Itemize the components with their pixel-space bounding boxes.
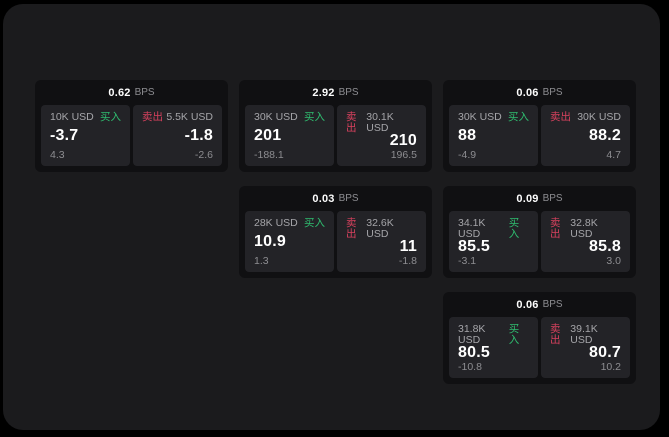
buy-amount: 30K USD: [254, 111, 298, 123]
sell-tile[interactable]: 卖出 32.8K USD 85.8 3.0: [541, 211, 630, 272]
buy-amount: 10K USD: [50, 111, 94, 123]
quote-cards-grid: 0.62 BPS 10K USD 买入 -3.7 4.3 卖出 5.5K USD: [35, 80, 636, 384]
sell-price: -1.8: [184, 127, 213, 144]
sell-change: 10.2: [600, 360, 621, 373]
buy-price: 201: [254, 127, 282, 144]
sell-change: -2.6: [194, 148, 213, 161]
bps-value: 0.62: [108, 86, 131, 99]
sell-change: 3.0: [606, 254, 621, 267]
sell-price: 11: [399, 238, 417, 256]
sell-amount: 32.8K USD: [570, 217, 598, 240]
buy-tile[interactable]: 31.8K USD 买入 80.5 -10.8: [449, 317, 538, 378]
quote-tiles: 34.1K USD 买入 85.5 -3.1 卖出 32.8K USD 85.8…: [449, 211, 630, 272]
buy-price: 10.9: [254, 233, 286, 250]
bps-value: 2.92: [312, 86, 335, 99]
buy-price: 88: [458, 127, 477, 144]
sell-price: 85.8: [589, 238, 621, 256]
buy-tile[interactable]: 30K USD 买入 88 -4.9: [449, 105, 538, 166]
buy-amount: 28K USD: [254, 217, 298, 229]
sell-tile[interactable]: 卖出 30K USD 88.2 4.7: [541, 105, 630, 166]
sell-side-label: 卖出: [142, 111, 163, 123]
quote-tiles: 31.8K USD 买入 80.5 -10.8 卖出 39.1K USD 80.…: [449, 317, 630, 378]
bps-header: 0.06 BPS: [443, 80, 636, 105]
sell-tile[interactable]: 卖出 5.5K USD -1.8 -2.6: [133, 105, 222, 166]
sell-side-label: 卖出: [550, 217, 561, 240]
buy-tile[interactable]: 34.1K USD 买入 85.5 -3.1: [449, 211, 538, 272]
bps-unit-label: BPS: [542, 299, 563, 310]
quote-card: 0.09 BPS 34.1K USD 买入 85.5 -3.1 卖出 32.8K…: [443, 186, 636, 278]
quote-card: 0.62 BPS 10K USD 买入 -3.7 4.3 卖出 5.5K USD: [35, 80, 228, 172]
app-panel: 0.62 BPS 10K USD 买入 -3.7 4.3 卖出 5.5K USD: [3, 4, 660, 430]
buy-tile[interactable]: 10K USD 买入 -3.7 4.3: [41, 105, 130, 166]
buy-side-label: 买入: [304, 217, 325, 229]
buy-change: 1.3: [254, 254, 269, 267]
quote-tiles: 30K USD 买入 88 -4.9 卖出 30K USD 88.2 4.7: [449, 105, 630, 166]
quote-card: 2.92 BPS 30K USD 买入 201 -188.1 卖出 30.1K …: [239, 80, 432, 172]
buy-tile[interactable]: 30K USD 买入 201 -188.1: [245, 105, 334, 166]
bps-value: 0.03: [312, 192, 335, 205]
bps-header: 0.09 BPS: [443, 186, 636, 211]
buy-change: 4.3: [50, 148, 65, 161]
bps-unit-label: BPS: [542, 87, 563, 98]
bps-header: 2.92 BPS: [239, 80, 432, 105]
sell-amount: 5.5K USD: [166, 111, 213, 123]
sell-change: -1.8: [398, 254, 417, 267]
buy-side-label: 买入: [508, 111, 529, 123]
quote-tiles: 28K USD 买入 10.9 1.3 卖出 32.6K USD 11 -1.8: [245, 211, 426, 272]
sell-price: 80.7: [589, 344, 621, 362]
buy-side-label: 买入: [508, 217, 520, 240]
bps-value: 0.06: [516, 86, 539, 99]
buy-price: -3.7: [50, 127, 79, 144]
bps-unit-label: BPS: [542, 193, 563, 204]
sell-amount: 30.1K USD: [366, 111, 394, 134]
bps-unit-label: BPS: [338, 87, 359, 98]
buy-change: -3.1: [458, 254, 477, 267]
buy-tile[interactable]: 28K USD 买入 10.9 1.3: [245, 211, 334, 272]
buy-side-label: 买入: [100, 111, 121, 123]
sell-side-label: 卖出: [346, 111, 357, 134]
sell-change: 4.7: [606, 148, 621, 161]
buy-change: -188.1: [254, 148, 284, 161]
sell-tile[interactable]: 卖出 32.6K USD 11 -1.8: [337, 211, 426, 272]
buy-side-label: 买入: [508, 323, 520, 346]
buy-amount: 34.1K USD: [458, 217, 486, 240]
bps-header: 0.06 BPS: [443, 292, 636, 317]
bps-header: 0.03 BPS: [239, 186, 432, 211]
buy-side-label: 买入: [304, 111, 325, 123]
sell-tile[interactable]: 卖出 39.1K USD 80.7 10.2: [541, 317, 630, 378]
sell-amount: 39.1K USD: [570, 323, 598, 346]
buy-amount: 31.8K USD: [458, 323, 486, 346]
buy-price: 80.5: [458, 344, 490, 362]
sell-price: 88.2: [589, 127, 621, 144]
quote-tiles: 10K USD 买入 -3.7 4.3 卖出 5.5K USD -1.8 -2.…: [41, 105, 222, 166]
quote-card: 0.06 BPS 31.8K USD 买入 80.5 -10.8 卖出 39.1…: [443, 292, 636, 384]
sell-price: 210: [389, 132, 417, 150]
bps-value: 0.06: [516, 298, 539, 311]
quote-card: 0.06 BPS 30K USD 买入 88 -4.9 卖出 30K USD: [443, 80, 636, 172]
quote-tiles: 30K USD 买入 201 -188.1 卖出 30.1K USD 210 1…: [245, 105, 426, 166]
sell-amount: 32.6K USD: [366, 217, 394, 240]
buy-change: -10.8: [458, 360, 482, 373]
sell-tile[interactable]: 卖出 30.1K USD 210 196.5: [337, 105, 426, 166]
bps-header: 0.62 BPS: [35, 80, 228, 105]
sell-side-label: 卖出: [550, 323, 561, 346]
buy-amount: 30K USD: [458, 111, 502, 123]
sell-side-label: 卖出: [550, 111, 571, 123]
bps-unit-label: BPS: [338, 193, 359, 204]
sell-change: 196.5: [390, 148, 417, 161]
bps-value: 0.09: [516, 192, 539, 205]
bps-unit-label: BPS: [134, 87, 155, 98]
sell-amount: 30K USD: [577, 111, 621, 123]
sell-side-label: 卖出: [346, 217, 357, 240]
buy-change: -4.9: [458, 148, 477, 161]
quote-card: 0.03 BPS 28K USD 买入 10.9 1.3 卖出 32.6K US…: [239, 186, 432, 278]
buy-price: 85.5: [458, 238, 490, 256]
